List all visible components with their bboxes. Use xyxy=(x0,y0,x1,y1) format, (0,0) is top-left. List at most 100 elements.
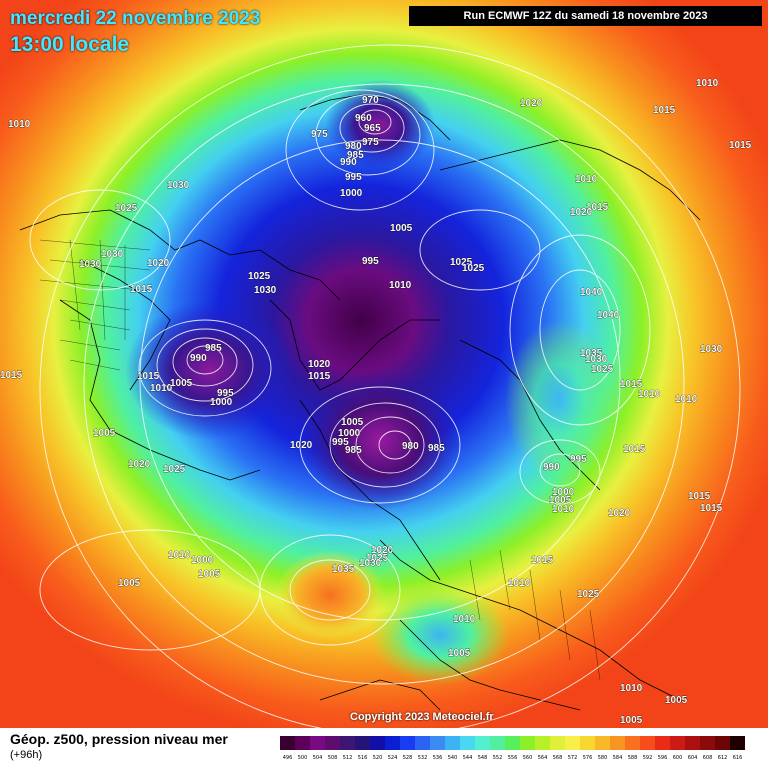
scale-tick-label: 596 xyxy=(657,755,668,761)
scale-swatch xyxy=(625,736,640,750)
scale-tick-label: 536 xyxy=(432,755,443,761)
pressure-label: 1025 xyxy=(591,364,614,375)
scale-swatch xyxy=(535,736,550,750)
pressure-label: 1020 xyxy=(147,258,170,269)
scale-swatch xyxy=(400,736,415,750)
scale-tick-label: 516 xyxy=(357,755,368,761)
pressure-label: 1030 xyxy=(585,354,608,365)
pressure-label: 1020 xyxy=(128,459,151,470)
scale-swatch xyxy=(730,736,745,750)
scale-tick-label: 532 xyxy=(417,755,428,761)
pressure-label: 1030 xyxy=(254,285,277,296)
pressure-label: 1000 xyxy=(338,428,361,439)
scale-swatch xyxy=(370,736,385,750)
pressure-label: 1015 xyxy=(620,379,643,390)
pressure-label: 1015 xyxy=(688,491,711,502)
scale-tick-label: 564 xyxy=(537,755,548,761)
pressure-label: 1005 xyxy=(118,578,141,589)
pressure-label: 990 xyxy=(543,462,560,473)
pressure-label: 1030 xyxy=(700,344,723,355)
pressure-label: 1020 xyxy=(290,440,313,451)
pressure-label: 1030 xyxy=(167,180,190,191)
scale-swatch xyxy=(700,736,715,750)
scale-tick-label: 496 xyxy=(282,755,293,761)
scale-swatch xyxy=(715,736,730,750)
pressure-label: 1040 xyxy=(580,287,603,298)
trough-europe xyxy=(370,585,510,685)
scale-swatch xyxy=(520,736,535,750)
pressure-label: 1030 xyxy=(101,249,124,260)
pressure-label: 1005 xyxy=(341,417,364,428)
pressure-label: 990 xyxy=(190,353,207,364)
scale-tick-label: 612 xyxy=(717,755,728,761)
scale-swatch xyxy=(385,736,400,750)
scale-swatch xyxy=(595,736,610,750)
pressure-label: 1035 xyxy=(580,348,603,359)
pressure-label: 1005 xyxy=(549,495,572,506)
pressure-label: 1010 xyxy=(696,78,719,89)
low-pressure-north-america xyxy=(125,300,295,440)
pressure-label: 1005 xyxy=(170,378,193,389)
scale-swatch xyxy=(355,736,370,750)
trough-siberia xyxy=(505,320,615,480)
scale-tick-label: 504 xyxy=(312,755,323,761)
pressure-label: 1025 xyxy=(577,589,600,600)
pressure-label: 1015 xyxy=(308,371,331,382)
pressure-label: 995 xyxy=(345,172,362,183)
scale-tick-label: 580 xyxy=(597,755,608,761)
pressure-label: 1010 xyxy=(552,504,575,515)
pressure-label: 1010 xyxy=(575,174,598,185)
pressure-label: 1030 xyxy=(359,558,382,569)
pressure-label: 1020 xyxy=(308,359,331,370)
pressure-label: 975 xyxy=(362,137,379,148)
pressure-label: 1015 xyxy=(729,140,752,151)
pressure-label: 1000 xyxy=(191,555,214,566)
pressure-label: 1010 xyxy=(675,394,698,405)
scale-swatch xyxy=(580,736,595,750)
pressure-label: 1010 xyxy=(453,614,476,625)
ridge-atlantic xyxy=(275,550,385,640)
pressure-label: 1010 xyxy=(508,578,531,589)
color-scale-ticks: 496 500 504 508 512 516 520 524 528 532 536 540 544 5… xyxy=(280,755,745,761)
scale-tick-label: 552 xyxy=(492,755,503,761)
scale-swatch xyxy=(685,736,700,750)
pressure-label: 965 xyxy=(364,123,381,134)
scale-swatch xyxy=(340,736,355,750)
pressure-label: 985 xyxy=(205,343,222,354)
legend-footer: Géop. z500, pression niveau mer (+96h) 4… xyxy=(0,728,768,768)
pressure-label: 1020 xyxy=(608,508,631,519)
pressure-label: 1040 xyxy=(597,310,620,321)
pressure-label: 1020 xyxy=(520,98,543,109)
scale-swatch xyxy=(655,736,670,750)
scale-swatch xyxy=(640,736,655,750)
scale-swatch xyxy=(280,736,295,750)
pressure-label: 1015 xyxy=(653,105,676,116)
pressure-label: 1005 xyxy=(620,715,643,726)
pressure-label: 1020 xyxy=(570,207,593,218)
pressure-label: 1000 xyxy=(210,397,233,408)
scale-tick-label: 576 xyxy=(582,755,593,761)
scale-swatch xyxy=(460,736,475,750)
scale-swatch xyxy=(415,736,430,750)
scale-tick-label: 520 xyxy=(372,755,383,761)
pressure-label: 975 xyxy=(311,129,328,140)
pressure-label: 1010 xyxy=(8,119,31,130)
scale-tick-label: 572 xyxy=(567,755,578,761)
isobars xyxy=(29,44,741,728)
pressure-label: 1020 xyxy=(371,545,394,556)
scale-tick-label: 592 xyxy=(642,755,653,761)
pressure-label: 1010 xyxy=(620,683,643,694)
scale-tick-label: 600 xyxy=(672,755,683,761)
scale-swatch xyxy=(670,736,685,750)
scale-swatch xyxy=(295,736,310,750)
scale-swatch xyxy=(310,736,325,750)
pressure-label: 980 xyxy=(345,141,362,152)
pressure-label: 1015 xyxy=(0,370,23,381)
pressure-label: 1000 xyxy=(340,188,363,199)
pressure-label: 1005 xyxy=(198,569,221,580)
pressure-label: 1005 xyxy=(93,428,116,439)
pressure-label: 1035 xyxy=(332,564,355,575)
scale-tick-label: 500 xyxy=(297,755,308,761)
pressure-label: 1025 xyxy=(366,553,389,564)
